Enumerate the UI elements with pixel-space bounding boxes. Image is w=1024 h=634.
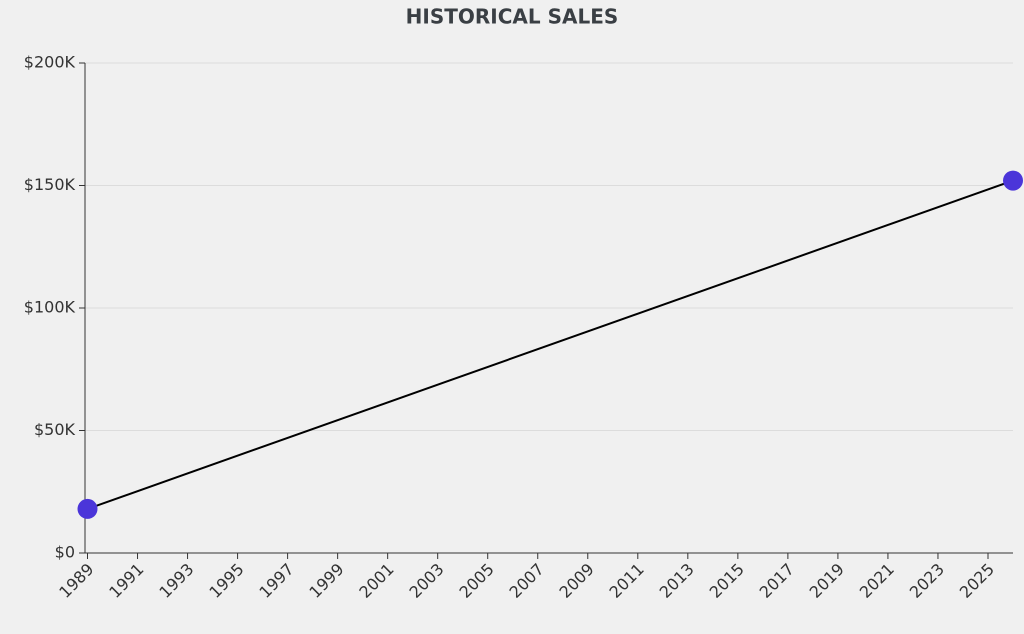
- x-tick-label: 2021: [856, 560, 898, 602]
- y-tick-label: $0: [55, 543, 75, 562]
- x-tick-label: 2005: [455, 560, 497, 602]
- x-tick-label: 2015: [706, 560, 748, 602]
- point: [1003, 170, 1023, 191]
- x-tick-label: 2017: [756, 560, 798, 602]
- x-tick-label: 2023: [906, 560, 948, 602]
- y-tick-label: $200K: [24, 53, 76, 72]
- y-tick-label: $50K: [34, 420, 76, 439]
- x-tick-label: 2013: [656, 560, 698, 602]
- line: [87, 179, 1014, 510]
- x-tick-label: 2009: [556, 560, 598, 602]
- y-tick-label: $150K: [24, 175, 76, 194]
- y-tick-label: $100K: [24, 298, 76, 317]
- point: [77, 498, 98, 519]
- x-tick-label: 2001: [355, 560, 397, 602]
- x-tick-label: 2025: [956, 560, 998, 602]
- x-tick-label: 1993: [155, 560, 197, 602]
- x-tick-label: 1995: [205, 560, 247, 602]
- x-tick-label: 2019: [806, 560, 848, 602]
- x-tick-label: 2007: [506, 560, 548, 602]
- x-tick-label: 1991: [105, 560, 147, 602]
- x-tick-label: 1997: [255, 560, 297, 602]
- x-tick-label: 1999: [305, 560, 347, 602]
- chart-title: HISTORICAL SALES: [406, 5, 619, 29]
- x-tick-label: 2003: [405, 560, 447, 602]
- x-tick-label: 1989: [55, 560, 97, 602]
- x-tick-label: 2011: [606, 560, 648, 602]
